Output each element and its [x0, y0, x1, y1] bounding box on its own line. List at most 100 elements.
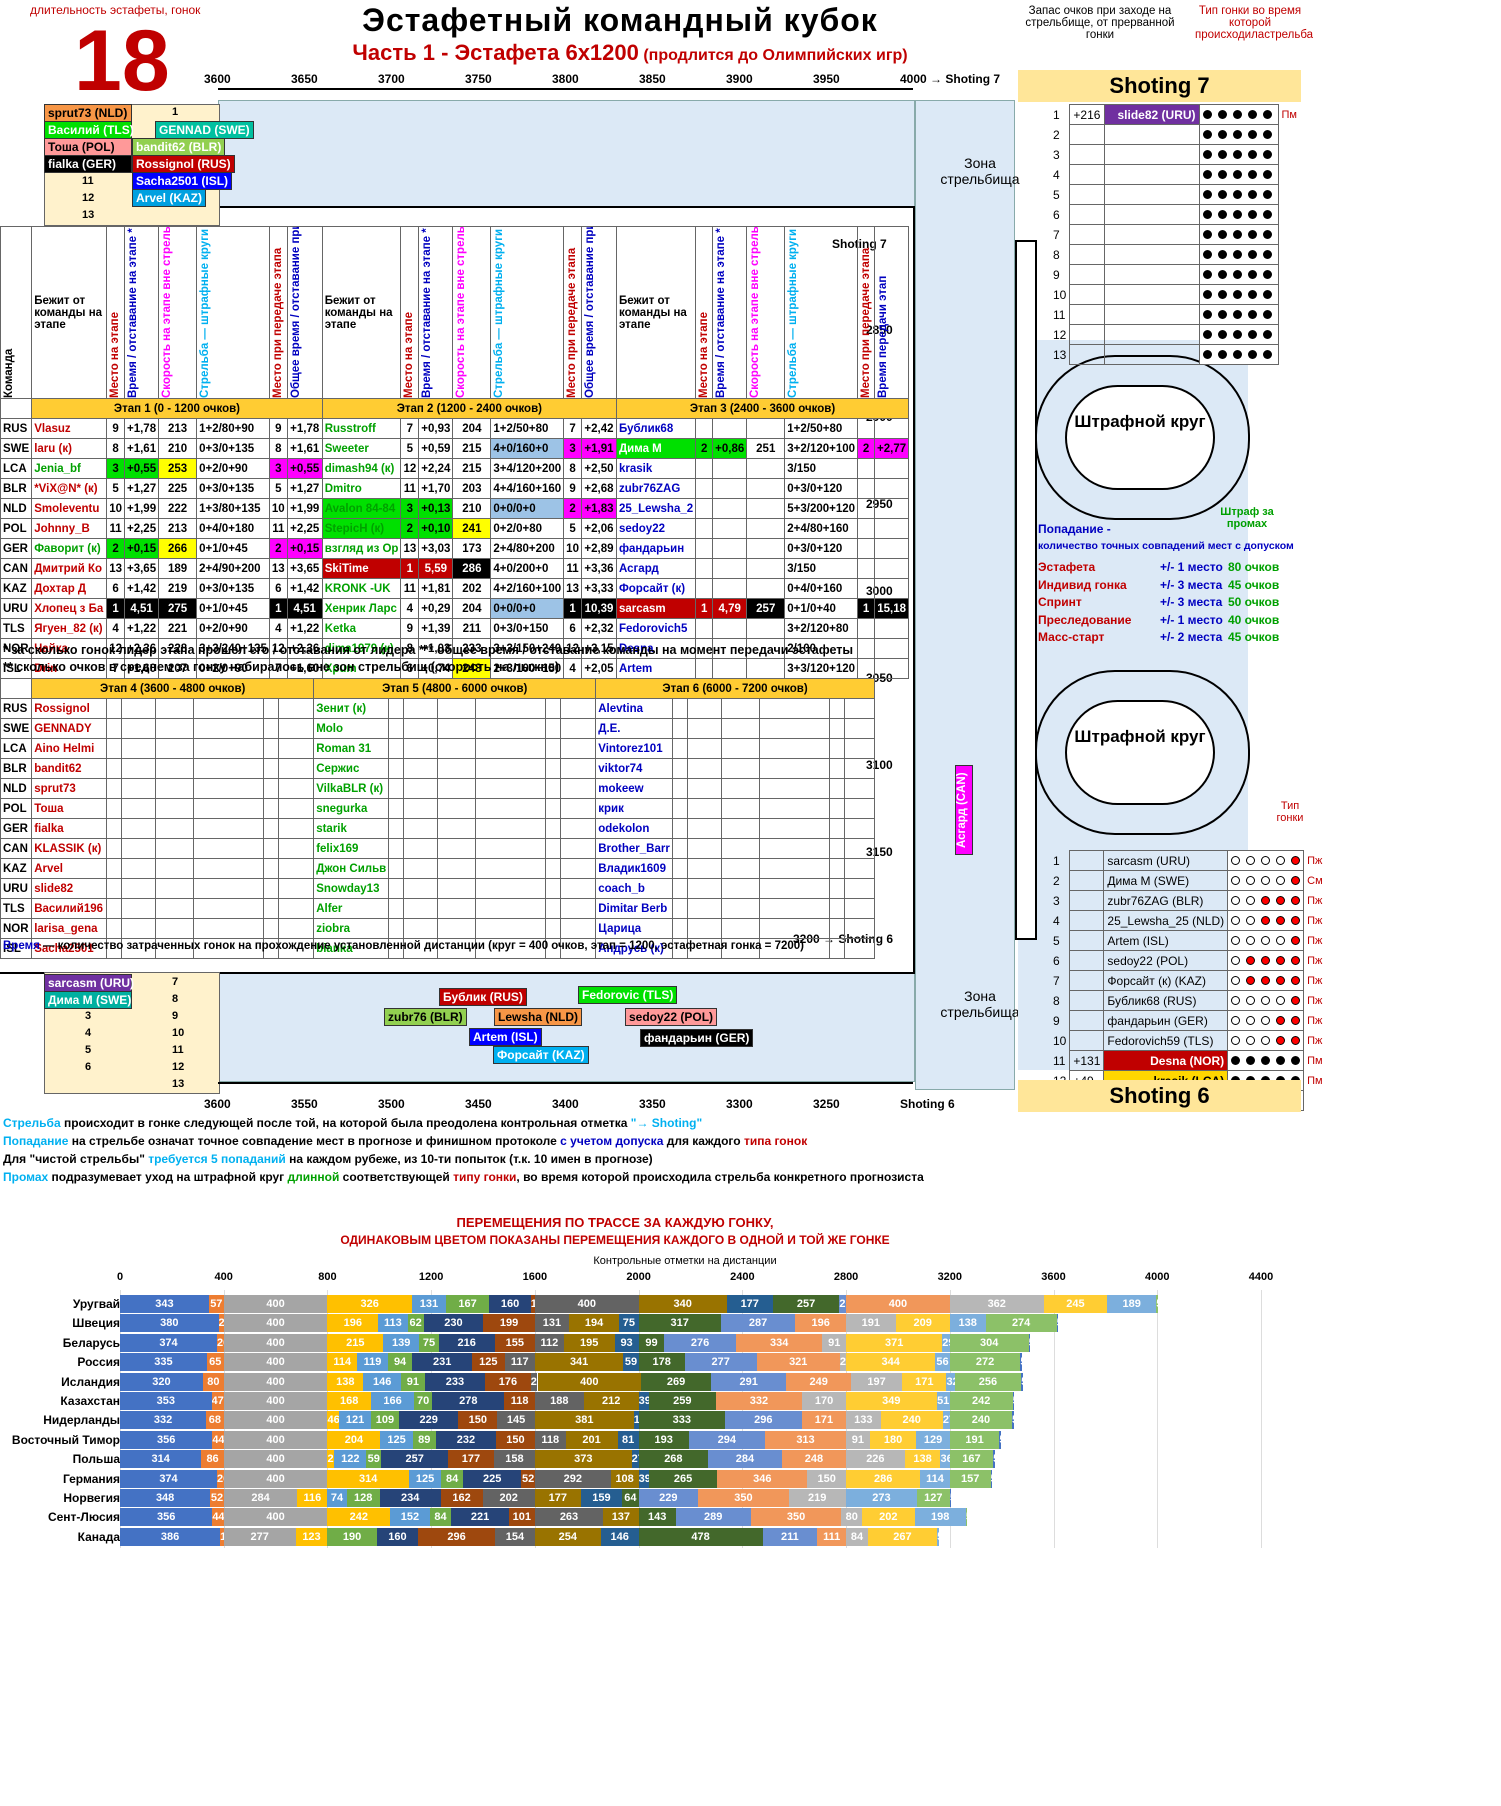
bottom-tick: 3450: [465, 1097, 492, 1111]
cell: [560, 938, 597, 959]
agard-marker: Асгард (CAN): [955, 765, 973, 855]
cell: [828, 838, 845, 859]
cell: [828, 938, 845, 959]
runner-name: Molo: [313, 718, 390, 739]
target-icon: [1232, 169, 1242, 179]
col-team: Команда: [3, 348, 15, 398]
cell: sedoy22: [615, 518, 697, 539]
bar-segment: 139: [383, 1333, 420, 1352]
bar-segment: 313: [764, 1430, 847, 1449]
team-row: NLD sprut73 VilkaBLR (к) mokeew: [0, 778, 875, 799]
cell: [403, 758, 439, 779]
target-icon: [1291, 1015, 1301, 1025]
cell: [193, 898, 265, 919]
bar-segment: 146: [600, 1527, 639, 1546]
col-time: Время / отставание на этапе *: [421, 228, 434, 398]
cell: Sweeter: [321, 438, 402, 459]
team-code: TLS: [0, 618, 33, 639]
bar-segment: 138: [327, 1372, 364, 1391]
cell: [475, 918, 547, 939]
cell: 3+3/150+240: [490, 638, 565, 659]
runner-name: Dimitar Berb: [595, 898, 673, 919]
cell: 3: [106, 458, 125, 479]
cell: [437, 898, 477, 919]
cell: Хрum: [321, 658, 402, 679]
cell: [193, 878, 265, 899]
runner-name: Д.Е.: [595, 718, 673, 739]
cell: [278, 798, 315, 819]
runner-name: Сержис: [313, 758, 390, 779]
cell: [857, 518, 876, 539]
bar-segment: 162: [440, 1489, 483, 1507]
cell: +1,99: [123, 498, 160, 519]
shoot-reserve: +216: [1069, 104, 1106, 125]
cell: [545, 738, 562, 759]
bar-segment: 166: [371, 1392, 415, 1410]
cell: 0+1/0+45: [196, 598, 270, 619]
bar-segment: 240: [949, 1411, 1013, 1430]
cell: 0+2/0+80: [490, 518, 565, 539]
cell: [193, 778, 265, 799]
team-row: LCA Jenia_bf 3 +0,55 253 0+2/0+90 3 +0,55 dimash…: [0, 458, 910, 479]
bar-segment: 51: [936, 1392, 950, 1410]
cell: 0+4/0+160: [784, 578, 859, 599]
bar-segment: 44: [212, 1430, 224, 1449]
cell: +2,68: [580, 478, 617, 499]
header-row: Команда Бежит от команды на этапе Место на…: [0, 226, 910, 399]
cell: +1,61: [123, 438, 160, 459]
bar-segment: 248: [781, 1450, 847, 1469]
shoot-reserve: [1069, 204, 1106, 225]
bar-segment: 119: [357, 1353, 388, 1372]
runner-name: Aino Helmi: [31, 738, 108, 759]
bar-segment: 380: [120, 1314, 219, 1333]
bar-segment: 80: [841, 1508, 863, 1527]
shoot-name: [1104, 164, 1200, 185]
cell: 4,51: [286, 598, 323, 619]
target-icon: [1246, 995, 1256, 1005]
cell: [475, 778, 547, 799]
rule-tolerance: +/- 3 места: [1160, 595, 1223, 609]
chart-title-1: ПЕРЕМЕЩЕНИЯ ПО ТРАССЕ ЗА КАЖДУЮ ГОНКУ,: [456, 1215, 774, 1230]
cell: [828, 818, 845, 839]
bar-segment: 204: [327, 1430, 381, 1449]
cell: [874, 538, 910, 559]
cell: [758, 738, 830, 759]
target-icon: [1202, 129, 1212, 139]
cell: 213: [158, 518, 198, 539]
bar-segment: 24: [839, 1353, 847, 1372]
bar-segment: 321: [756, 1353, 840, 1372]
cell: [155, 818, 195, 839]
bar-segment: 20: [218, 1314, 224, 1333]
cell: Ягуен_82 (к): [31, 618, 108, 639]
reserve-label: Запас очков при заходе на стрельбище, от…: [1025, 5, 1175, 41]
cell: Форсайт (к): [615, 578, 697, 599]
target-icon: [1261, 975, 1271, 985]
cell: [695, 558, 714, 579]
runner-tag: Lewsha (NLD): [494, 1008, 583, 1026]
bar-segment: 138: [949, 1314, 986, 1333]
shoot-num: 6: [1053, 207, 1060, 222]
cell: [695, 618, 714, 639]
bar-segment: 152: [390, 1508, 430, 1527]
bar-segment: 159: [580, 1489, 623, 1507]
cell: [121, 778, 157, 799]
bar-segment: 121: [339, 1411, 371, 1430]
cell: 202: [452, 578, 492, 599]
runner-tag: Artem (ISL): [469, 1028, 542, 1046]
shoot-num: 12: [1053, 327, 1067, 342]
bar-segment: 233: [424, 1372, 486, 1391]
col-head: Общее время / отставание при передаче эт…: [580, 226, 617, 399]
bar-segment: 59: [623, 1353, 639, 1372]
shoot-num: 5: [1053, 933, 1060, 948]
shoot-num: 9: [1053, 1013, 1060, 1028]
shoot-targets: [1198, 164, 1279, 185]
target-icon: [1231, 895, 1241, 905]
cell: [155, 738, 195, 759]
cell: [695, 538, 714, 559]
bar-segment: 150: [458, 1411, 498, 1430]
cell: 0+3/0+150: [490, 618, 565, 639]
shoot-type: [1278, 125, 1300, 145]
cell: 2+4/80+160: [784, 518, 859, 539]
bar-segment: 400: [223, 1314, 328, 1333]
bar-segment: 91: [822, 1333, 847, 1352]
